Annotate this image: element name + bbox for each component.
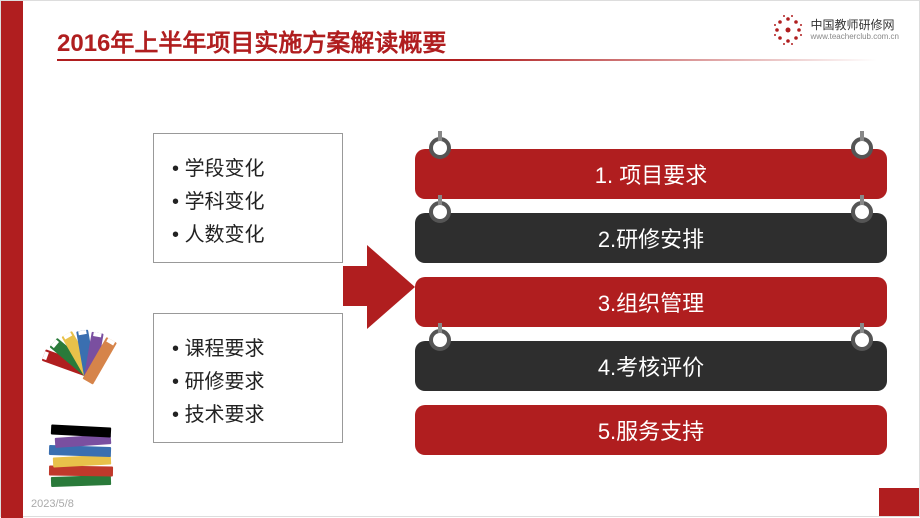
section-item-1: 1. 项目要求 [415,149,887,199]
bullet-item: • 学科变化 [172,185,324,214]
section-item-label: 2.研修安排 [598,222,704,254]
ring-icon [429,329,451,351]
section-item-label: 3.组织管理 [598,286,704,318]
ring-icon [851,201,873,223]
left-box-requirements: • 课程要求 • 研修要求 • 技术要求 [153,313,343,443]
logo-burst-icon [771,13,805,47]
ring-icon [429,201,451,223]
page-title: 2016年上半年项目实施方案解读概要 [57,23,446,58]
bullet-item: • 课程要求 [172,332,324,361]
bullet-item: • 学段变化 [172,152,324,181]
section-item-4: 4.考核评价 [415,341,887,391]
left-accent-bar [1,1,23,518]
section-item-2: 2.研修安排 [415,213,887,263]
date-stamp: 2023/5/8 [31,498,74,510]
bullet-item: • 研修要求 [172,365,324,394]
bullet-item: • 人数变化 [172,218,324,247]
title-underline [57,59,877,61]
section-item-5: 5.服务支持 [415,405,887,455]
ring-icon [851,137,873,159]
books-decoration-icon [29,296,139,496]
corner-accent [879,488,919,516]
section-item-label: 4.考核评价 [598,350,704,382]
section-item-3: 3.组织管理 [415,277,887,327]
arrow-head-icon [367,245,415,329]
left-box-changes: • 学段变化 • 学科变化 • 人数变化 [153,133,343,263]
logo: 中国教师研修网 www.teacherclub.com.cn [771,13,899,47]
ring-icon [851,329,873,351]
section-item-label: 5.服务支持 [598,414,704,446]
bullet-item: • 技术要求 [172,398,324,427]
section-item-label: 1. 项目要求 [595,158,707,190]
ring-icon [429,137,451,159]
logo-text: 中国教师研修网 www.teacherclub.com.cn [811,18,899,42]
